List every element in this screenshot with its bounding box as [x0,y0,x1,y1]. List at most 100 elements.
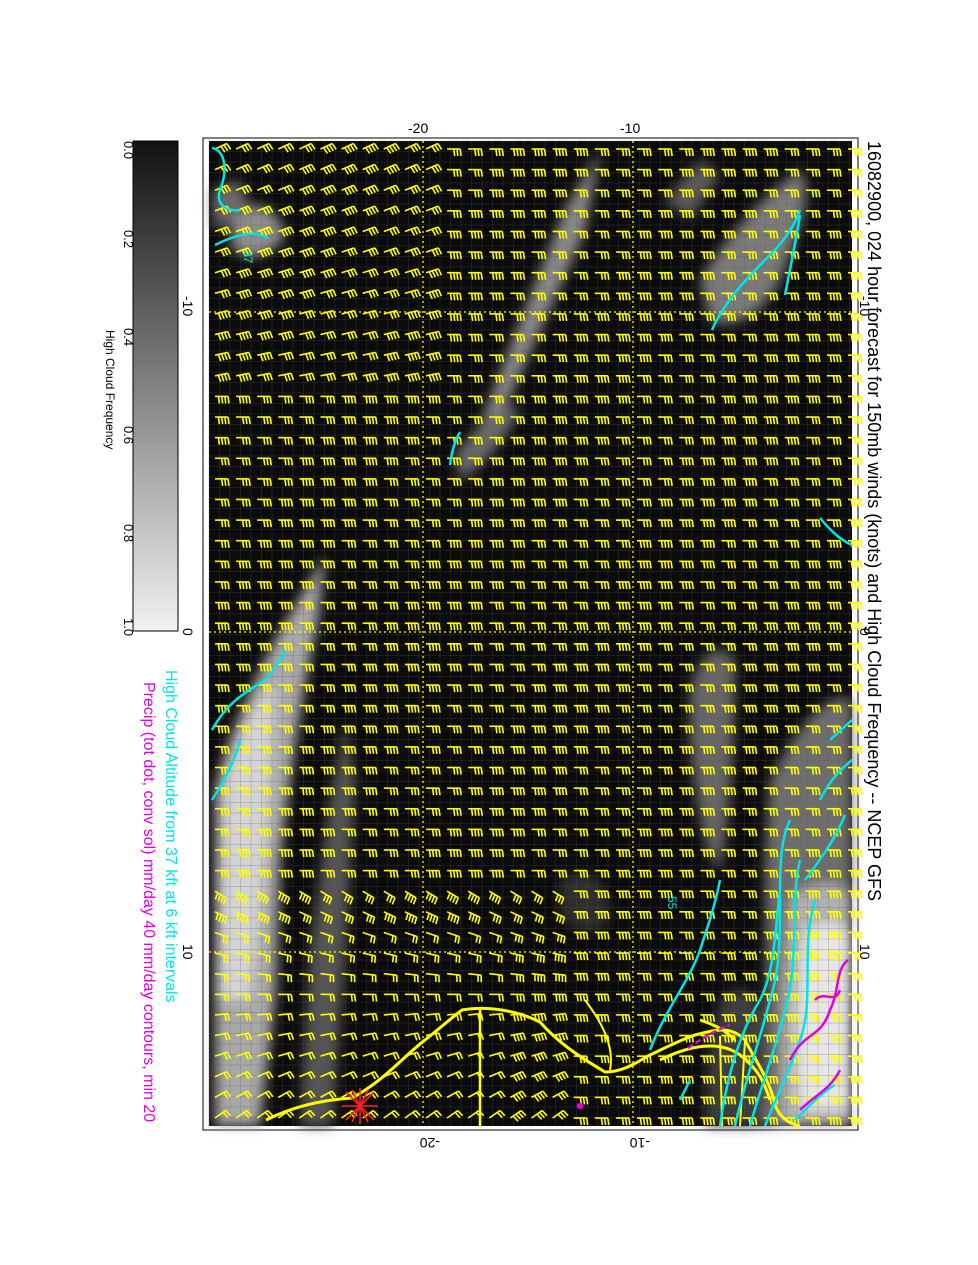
wind-barb [573,210,589,218]
figure-title: 16082900, 024 hour forecast for 150mb wi… [864,141,884,901]
wind-barb [531,478,547,486]
wind-barb [362,725,378,734]
wind-barb [679,684,694,693]
wind-barb [320,746,336,755]
wind-barb [468,766,483,775]
wind-barb [489,457,505,466]
wind-barb [721,560,737,569]
wind-barb [658,416,673,425]
wind-barb [277,184,295,195]
wind-barb [510,457,526,466]
wind-barb [235,163,253,174]
wind-barb [700,292,716,301]
wind-barb [637,663,652,672]
wind-barb [826,581,842,590]
wind-barb [805,746,821,755]
wind-barb [721,663,737,672]
wind-barb [489,766,505,775]
wind-barb [637,168,652,177]
contour-label-55: 55 [665,896,679,910]
wind-barb [299,416,315,425]
wind-barb [721,622,737,631]
wind-barb [615,436,631,445]
wind-barb [721,746,737,755]
wind-barb [362,519,378,528]
wind-barb [742,560,758,569]
wind-barb [742,725,758,734]
wind-barb [215,560,230,569]
wind-barb [383,247,401,257]
wind-barb [721,766,737,775]
wind-barb [679,519,694,528]
wind-barb [531,457,547,466]
wind-barb [341,416,357,425]
wind-barb [700,498,716,507]
wind-barb [615,539,631,548]
wind-barb [594,436,610,445]
wind-barb [679,457,694,466]
wind-barb [805,539,821,548]
wind-barb [299,684,315,693]
wind-barb [278,268,295,279]
wind-barb [531,436,547,445]
wind-barb [425,184,443,195]
wind-barb [658,313,673,322]
wind-barb [447,663,462,672]
wind-barb [299,519,315,528]
wind-barb [447,478,462,486]
wind-barb [848,581,863,590]
wind-barb [594,539,610,548]
wind-barb [721,313,737,322]
wind-barb [742,354,758,363]
wind-barb [826,601,842,610]
wind-barb [615,643,631,651]
wind-barb [489,333,505,342]
wind-barb [383,766,399,775]
wind-barb [531,560,547,569]
wind-barb [848,271,863,280]
wind-barb [784,622,800,631]
wind-barb [700,251,716,260]
wind-barb [489,230,505,239]
wind-barb [763,210,779,218]
wind-barb [637,271,652,280]
wind-barb [637,478,652,486]
wind-barb [341,643,357,651]
wind-barb [784,148,800,157]
wind-barb [594,684,610,693]
wind-barb [383,395,399,404]
wind-barb [447,560,462,569]
wind-barb [700,374,716,383]
wind-barb [510,210,526,218]
wind-barb [658,601,673,610]
wind-barb [489,478,505,486]
wind-barb [468,581,483,590]
wind-barb [721,684,737,693]
wind-barb [700,663,716,672]
wind-barb [742,684,758,693]
wind-barb [700,725,716,734]
wind-barb [299,643,315,651]
wind-barb [848,684,863,693]
wind-barb [721,704,737,713]
wind-barb [510,436,526,445]
wind-barb [468,271,483,280]
wind-barb [510,704,526,713]
wind-barb [573,457,589,466]
wind-barb [552,581,568,590]
wind-barb [235,247,253,257]
wind-barb [679,581,694,590]
wind-barb [573,725,589,734]
wind-barb [848,725,863,734]
wind-barb [235,184,253,195]
wind-barb [426,457,441,466]
wind-barb [552,230,568,239]
wind-barb [742,210,758,218]
wind-barb [235,351,253,362]
wind-barb [320,478,336,486]
wind-barb [257,372,274,382]
wind-barb [552,704,568,713]
wind-barb [615,374,631,383]
wind-barb [679,663,694,672]
wind-barb [447,643,462,651]
